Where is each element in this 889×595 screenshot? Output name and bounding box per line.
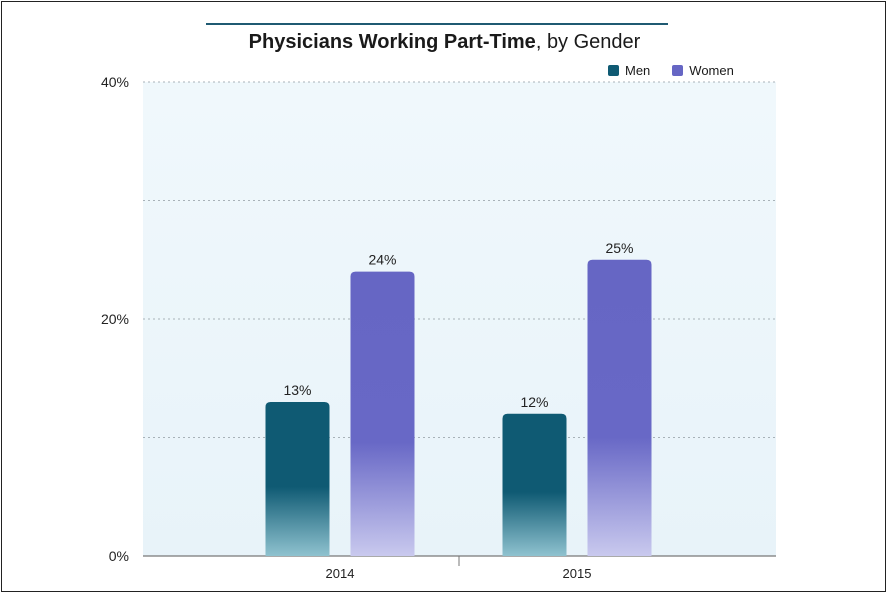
title-separator: , bbox=[535, 31, 547, 53]
data-label-men-2015: 12% bbox=[520, 394, 548, 410]
bar-women-2014 bbox=[350, 271, 415, 556]
chart-subtitle: by Gender bbox=[546, 31, 641, 53]
chart-title-main: Physicians Working Part-Time bbox=[248, 31, 536, 53]
bar-men-2015 bbox=[502, 413, 567, 556]
x-tick-label-2014: 2014 bbox=[326, 566, 355, 581]
data-label-men-2014: 13% bbox=[283, 382, 311, 398]
legend-swatch-women bbox=[672, 65, 684, 76]
bar-women-2015 bbox=[587, 259, 652, 556]
legend-item-men: Men bbox=[608, 63, 650, 78]
y-tick-label: 40% bbox=[101, 74, 129, 90]
x-tick-label-2015: 2015 bbox=[563, 566, 592, 581]
data-label-women-2014: 24% bbox=[368, 252, 396, 268]
bar-men-2014 bbox=[265, 401, 330, 556]
y-tick-label: 20% bbox=[101, 311, 129, 327]
chart-title: Physicians Working Part-Time, by Gender bbox=[0, 31, 889, 54]
title-rule bbox=[206, 23, 668, 25]
data-label-women-2015: 25% bbox=[605, 240, 633, 256]
legend: Men Women bbox=[608, 63, 734, 78]
legend-label-women: Women bbox=[689, 63, 734, 78]
legend-item-women: Women bbox=[672, 63, 734, 78]
legend-label-men: Men bbox=[625, 63, 651, 78]
legend-swatch-men bbox=[608, 65, 619, 76]
y-tick-label: 0% bbox=[109, 548, 129, 564]
